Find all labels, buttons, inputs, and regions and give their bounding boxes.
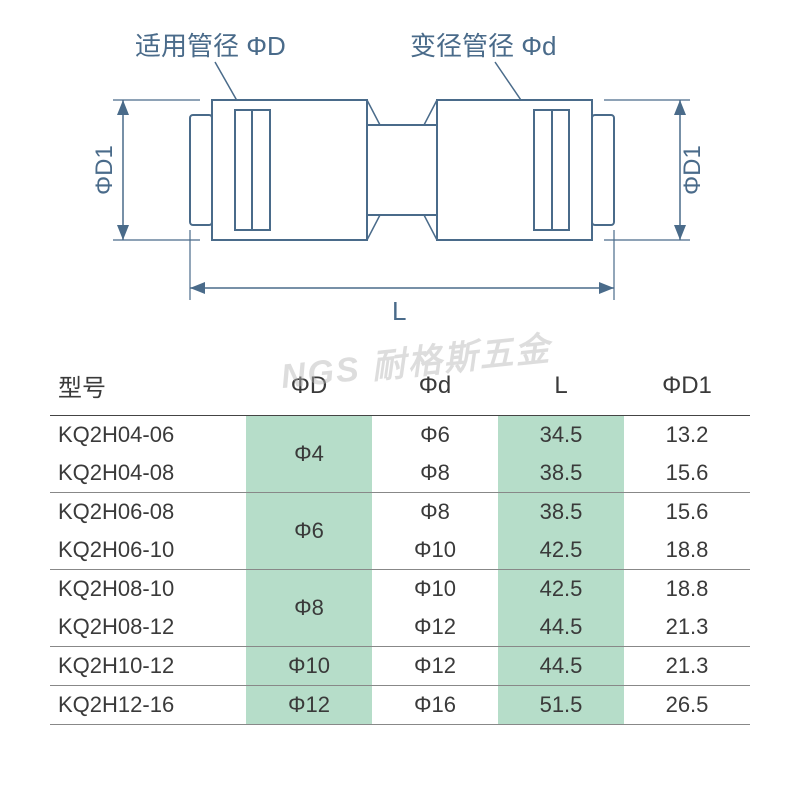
cell-d: Φ8 <box>372 493 498 532</box>
cell-D1: 21.3 <box>624 608 750 647</box>
cell-L: 44.5 <box>498 608 624 647</box>
cell-D1: 18.8 <box>624 531 750 570</box>
cell-d: Φ12 <box>372 647 498 686</box>
cell-model: KQ2H06-08 <box>50 493 246 532</box>
table-row: KQ2H04-08 Φ838.515.6 <box>50 454 750 493</box>
th-d: Φd <box>372 360 498 416</box>
cell-d: Φ10 <box>372 531 498 570</box>
table-row: KQ2H04-06Φ4Φ634.513.2 <box>50 416 750 455</box>
cell-model: KQ2H08-12 <box>50 608 246 647</box>
table-row: KQ2H08-12 Φ1244.521.3 <box>50 608 750 647</box>
cell-D1: 15.6 <box>624 493 750 532</box>
cell-D1: 15.6 <box>624 454 750 493</box>
cell-d: Φ8 <box>372 454 498 493</box>
cell-L: 34.5 <box>498 416 624 455</box>
th-D: ΦD <box>246 360 372 416</box>
cell-d: Φ12 <box>372 608 498 647</box>
diagram-dim-left: ΦD1 <box>91 145 118 195</box>
cell-D: Φ12 <box>246 686 372 725</box>
cell-D: Φ6 <box>246 493 372 570</box>
cell-d: Φ10 <box>372 570 498 609</box>
cell-model: KQ2H06-10 <box>50 531 246 570</box>
diagram-dim-bottom: L <box>392 296 406 326</box>
diagram-label-right: 变径管径 Φd <box>410 31 556 61</box>
cell-D1: 18.8 <box>624 570 750 609</box>
spec-table: 型号 ΦD Φd L ΦD1 KQ2H04-06Φ4Φ634.513.2KQ2H… <box>0 340 800 725</box>
cell-L: 38.5 <box>498 454 624 493</box>
cell-model: KQ2H12-16 <box>50 686 246 725</box>
cell-L: 42.5 <box>498 531 624 570</box>
cell-model: KQ2H08-10 <box>50 570 246 609</box>
cell-model: KQ2H04-08 <box>50 454 246 493</box>
cell-d: Φ6 <box>372 416 498 455</box>
table-row: KQ2H06-08Φ6Φ838.515.6 <box>50 493 750 532</box>
th-L: L <box>498 360 624 416</box>
table-header-row: 型号 ΦD Φd L ΦD1 <box>50 360 750 416</box>
cell-D: Φ8 <box>246 570 372 647</box>
cell-D1: 26.5 <box>624 686 750 725</box>
cell-L: 51.5 <box>498 686 624 725</box>
cell-model: KQ2H04-06 <box>50 416 246 455</box>
cell-L: 38.5 <box>498 493 624 532</box>
table-row: KQ2H06-10 Φ1042.518.8 <box>50 531 750 570</box>
technical-diagram: 适用管径 ΦD 变径管径 Φd <box>0 0 800 340</box>
cell-model: KQ2H10-12 <box>50 647 246 686</box>
cell-L: 44.5 <box>498 647 624 686</box>
diagram-label-left: 适用管径 ΦD <box>135 31 286 61</box>
th-model: 型号 <box>50 360 246 416</box>
th-D1: ΦD1 <box>624 360 750 416</box>
table-row: KQ2H10-12Φ10Φ1244.521.3 <box>50 647 750 686</box>
cell-D: Φ4 <box>246 416 372 493</box>
diagram-dim-right: ΦD1 <box>679 145 706 195</box>
cell-D1: 13.2 <box>624 416 750 455</box>
cell-D: Φ10 <box>246 647 372 686</box>
cell-d: Φ16 <box>372 686 498 725</box>
cell-D1: 21.3 <box>624 647 750 686</box>
table-row: KQ2H08-10Φ8Φ1042.518.8 <box>50 570 750 609</box>
cell-L: 42.5 <box>498 570 624 609</box>
table-row: KQ2H12-16Φ12Φ1651.526.5 <box>50 686 750 725</box>
